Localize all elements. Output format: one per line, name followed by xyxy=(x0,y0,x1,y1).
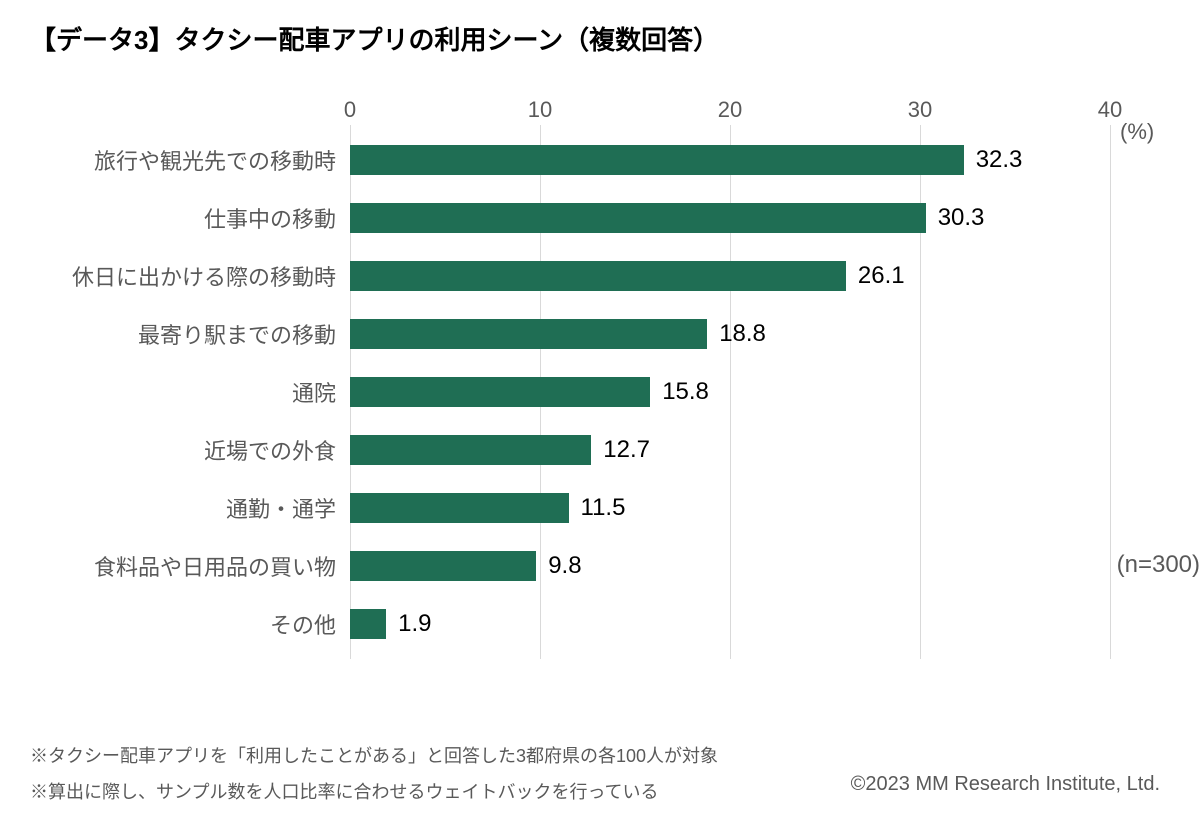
x-tick: 10 xyxy=(528,97,552,123)
category-label: 通院 xyxy=(60,376,350,408)
category-label: 旅行や観光先での移動時 xyxy=(60,144,350,176)
value-label: 18.8 xyxy=(719,320,766,348)
value-label: 12.7 xyxy=(603,436,650,464)
bar-row: その他1.9 xyxy=(350,595,1110,653)
bar-row: 通勤・通学11.5 xyxy=(350,479,1110,537)
bar xyxy=(350,493,569,523)
bar-row: 休日に出かける際の移動時26.1 xyxy=(350,247,1110,305)
bar-row: 最寄り駅までの移動18.8 xyxy=(350,305,1110,363)
category-label: 食料品や日用品の買い物 xyxy=(60,550,350,582)
bar xyxy=(350,261,846,291)
value-label: 1.9 xyxy=(398,610,431,638)
category-label: 最寄り駅までの移動 xyxy=(60,318,350,350)
chart-title: 【データ3】タクシー配車アプリの利用シーン（複数回答） xyxy=(30,20,1170,57)
bar xyxy=(350,435,591,465)
value-label: 15.8 xyxy=(662,378,709,406)
copyright: ©2023 MM Research Institute, Ltd. xyxy=(851,773,1160,796)
bar xyxy=(350,609,386,639)
x-tick: 40 xyxy=(1098,97,1122,123)
x-tick: 20 xyxy=(718,97,742,123)
footnotes: ※タクシー配車アプリを「利用したことがある」と回答した3都府県の各100人が対象… xyxy=(30,732,718,804)
bar xyxy=(350,377,650,407)
category-label: 近場での外食 xyxy=(60,434,350,466)
category-label: 休日に出かける際の移動時 xyxy=(60,260,350,292)
bar-row: 通院15.8 xyxy=(350,363,1110,421)
bar xyxy=(350,145,964,175)
plot-area: (%) 010203040 旅行や観光先での移動時32.3仕事中の移動30.3休… xyxy=(350,97,1110,653)
bar-row: 旅行や観光先での移動時32.3 xyxy=(350,131,1110,189)
category-label: その他 xyxy=(60,608,350,640)
bar-row: 仕事中の移動30.3 xyxy=(350,189,1110,247)
value-label: 11.5 xyxy=(581,494,626,522)
chart-container: (%) 010203040 旅行や観光先での移動時32.3仕事中の移動30.3休… xyxy=(60,97,1160,653)
bar xyxy=(350,551,536,581)
category-label: 仕事中の移動 xyxy=(60,202,350,234)
x-tick: 30 xyxy=(908,97,932,123)
category-label: 通勤・通学 xyxy=(60,492,350,524)
value-label: 32.3 xyxy=(976,146,1023,174)
value-label: 30.3 xyxy=(938,204,985,232)
value-label: 26.1 xyxy=(858,262,905,290)
bar xyxy=(350,203,926,233)
value-label: 9.8 xyxy=(548,552,581,580)
footnote-1: ※タクシー配車アプリを「利用したことがある」と回答した3都府県の各100人が対象 xyxy=(30,742,718,768)
gridline xyxy=(1110,125,1111,659)
bar-row: 食料品や日用品の買い物9.8 xyxy=(350,537,1110,595)
footnote-2: ※算出に際し、サンプル数を人口比率に合わせるウェイトバックを行っている xyxy=(30,778,718,804)
x-axis-unit: (%) xyxy=(1120,119,1154,145)
bar xyxy=(350,319,707,349)
bar-row: 近場での外食12.7 xyxy=(350,421,1110,479)
x-tick: 0 xyxy=(344,97,356,123)
sample-size-note: (n=300) xyxy=(1117,551,1200,579)
bars-group: 旅行や観光先での移動時32.3仕事中の移動30.3休日に出かける際の移動時26.… xyxy=(350,131,1110,653)
